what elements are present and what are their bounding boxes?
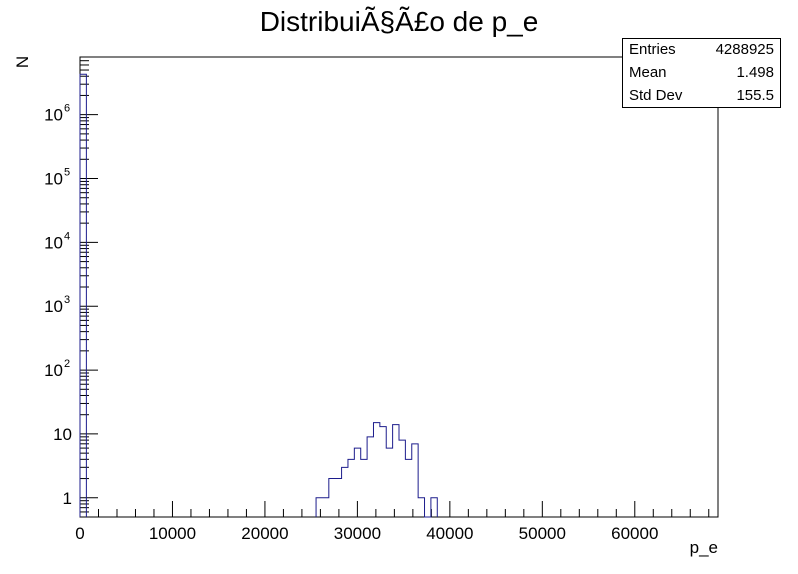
chart-title: DistribuiÃ§Ã£o de p_e <box>259 6 539 37</box>
y-tick-label: 1 <box>63 489 72 508</box>
plot-frame <box>79 56 719 518</box>
histogram-bin <box>405 459 411 517</box>
x-tick-label: 40000 <box>426 524 473 543</box>
stats-label: Std Dev <box>629 87 683 104</box>
stats-value: 155.5 <box>736 87 774 104</box>
histogram-bin <box>393 425 399 517</box>
stats-label: Entries <box>629 41 676 58</box>
stats-box: Entries 4288925 Mean 1.498 Std Dev 155.5 <box>622 38 781 108</box>
y-tick-label: 10 <box>53 425 72 444</box>
x-tick-label: 20000 <box>241 524 288 543</box>
y-tick-label: 10 <box>44 233 63 252</box>
histogram-bin <box>80 74 86 517</box>
x-axis-label: p_e <box>690 538 718 557</box>
histogram-bin <box>322 498 328 517</box>
histogram-bin <box>380 427 386 517</box>
histogram-bin <box>316 498 322 517</box>
y-tick-exponent: 6 <box>64 103 70 115</box>
y-tick-exponent: 3 <box>64 294 70 306</box>
stats-row-stddev: Std Dev 155.5 <box>629 87 774 109</box>
stats-row-entries: Entries 4288925 <box>629 41 774 63</box>
histogram-bin <box>412 444 418 517</box>
histogram-bin <box>329 479 335 517</box>
histogram-bin <box>386 448 392 517</box>
x-axis-ticks: 0 10000 20000 30000 40000 50000 60000 <box>75 501 710 543</box>
y-tick-label: 10 <box>44 297 63 316</box>
histogram-bin <box>342 467 348 517</box>
histogram-bin <box>367 437 373 517</box>
stats-label: Mean <box>629 64 667 81</box>
y-axis-label: N <box>13 56 32 68</box>
histogram-bin <box>399 440 405 517</box>
y-tick-label: 10 <box>44 361 63 380</box>
x-tick-label: 10000 <box>149 524 196 543</box>
x-tick-label: 0 <box>75 524 84 543</box>
stats-value: 1.498 <box>736 64 774 81</box>
x-tick-label: 30000 <box>334 524 381 543</box>
y-tick-label: 10 <box>44 170 63 189</box>
y-tick-exponent: 4 <box>64 230 70 242</box>
stats-row-mean: Mean 1.498 <box>629 64 774 86</box>
histogram-bin <box>348 459 354 517</box>
histogram-bars <box>80 74 437 517</box>
y-tick-exponent: 5 <box>64 167 70 179</box>
x-tick-label: 60000 <box>611 524 658 543</box>
histogram-bin <box>418 498 424 517</box>
x-tick-label: 50000 <box>519 524 566 543</box>
histogram-bin <box>361 459 367 517</box>
histogram-bin <box>373 423 379 517</box>
histogram-bin <box>335 479 341 517</box>
histogram-outline <box>79 73 438 518</box>
y-tick-label: 10 <box>44 106 63 125</box>
y-tick-exponent: 2 <box>64 358 70 370</box>
stats-value: 4288925 <box>715 41 774 58</box>
